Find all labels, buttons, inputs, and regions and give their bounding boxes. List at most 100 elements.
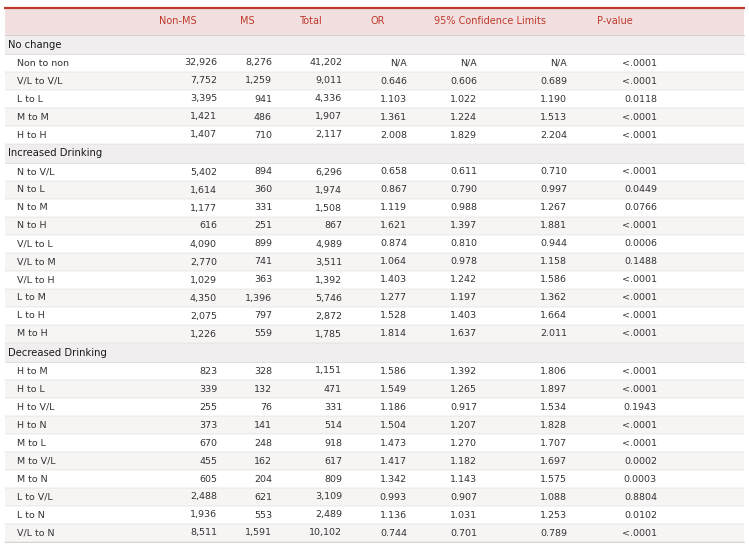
Text: 1.881: 1.881: [540, 222, 567, 230]
Text: 1.403: 1.403: [380, 276, 407, 285]
Text: 1.637: 1.637: [450, 330, 477, 339]
Text: 1.342: 1.342: [380, 474, 407, 483]
Text: 162: 162: [254, 456, 272, 465]
Text: 1,907: 1,907: [315, 113, 342, 122]
Text: Non to non: Non to non: [17, 59, 69, 68]
Text: 1.242: 1.242: [450, 276, 477, 285]
Text: 3,511: 3,511: [315, 257, 342, 267]
Bar: [5, 488, 744, 506]
Text: L to N: L to N: [17, 511, 45, 519]
Text: 1.586: 1.586: [540, 276, 567, 285]
Text: 0.744: 0.744: [380, 528, 407, 537]
Text: 4,336: 4,336: [315, 94, 342, 103]
Text: 1,421: 1,421: [190, 113, 217, 122]
Bar: [5, 235, 744, 253]
Text: 1.473: 1.473: [380, 439, 407, 448]
Bar: [5, 35, 744, 54]
Text: 0.0003: 0.0003: [624, 474, 657, 483]
Text: 899: 899: [254, 239, 272, 248]
Text: 1.186: 1.186: [380, 402, 407, 411]
Text: 1.136: 1.136: [380, 511, 407, 519]
Text: N to L: N to L: [17, 185, 45, 195]
Bar: [5, 181, 744, 199]
Text: 331: 331: [324, 402, 342, 411]
Text: 0.1488: 0.1488: [624, 257, 657, 267]
Text: 2,489: 2,489: [315, 511, 342, 519]
Text: <.0001: <.0001: [622, 167, 657, 176]
Text: 9,011: 9,011: [315, 76, 342, 85]
Bar: [5, 289, 744, 307]
Bar: [5, 271, 744, 289]
Text: 0.907: 0.907: [450, 493, 477, 502]
Text: 797: 797: [254, 311, 272, 320]
Text: 1.362: 1.362: [540, 294, 567, 302]
Bar: [5, 217, 744, 235]
Text: N to H: N to H: [17, 222, 46, 230]
Text: 8,276: 8,276: [245, 59, 272, 68]
Text: <.0001: <.0001: [622, 76, 657, 85]
Text: 486: 486: [254, 113, 272, 122]
Text: <.0001: <.0001: [622, 528, 657, 537]
Text: 76: 76: [260, 402, 272, 411]
Text: M to M: M to M: [17, 113, 49, 122]
Text: 1.403: 1.403: [450, 311, 477, 320]
Text: 1.549: 1.549: [380, 384, 407, 393]
Text: Decreased Drinking: Decreased Drinking: [8, 348, 107, 358]
Bar: [5, 108, 744, 126]
Text: N/A: N/A: [390, 59, 407, 68]
Text: <.0001: <.0001: [622, 311, 657, 320]
Text: H to M: H to M: [17, 367, 48, 376]
Text: 255: 255: [199, 402, 217, 411]
Text: 553: 553: [254, 511, 272, 519]
Text: 1.361: 1.361: [380, 113, 407, 122]
Text: 373: 373: [198, 421, 217, 430]
Text: <.0001: <.0001: [622, 330, 657, 339]
Text: M to V/L: M to V/L: [17, 456, 55, 465]
Text: 455: 455: [199, 456, 217, 465]
Text: 10,102: 10,102: [309, 528, 342, 537]
Text: 1.265: 1.265: [450, 384, 477, 393]
Text: <.0001: <.0001: [622, 439, 657, 448]
Text: 0.0449: 0.0449: [624, 185, 657, 195]
Text: 1.397: 1.397: [450, 222, 477, 230]
Text: 670: 670: [199, 439, 217, 448]
Text: 0.997: 0.997: [540, 185, 567, 195]
Bar: [5, 199, 744, 217]
Text: 1.828: 1.828: [540, 421, 567, 430]
Text: 0.689: 0.689: [540, 76, 567, 85]
Text: 1.103: 1.103: [380, 94, 407, 103]
Text: 1.897: 1.897: [540, 384, 567, 393]
Text: 331: 331: [254, 204, 272, 213]
Text: 1.392: 1.392: [450, 367, 477, 376]
Text: 141: 141: [254, 421, 272, 430]
Text: 251: 251: [254, 222, 272, 230]
Text: Total: Total: [299, 17, 321, 26]
Text: 0.0002: 0.0002: [624, 456, 657, 465]
Text: 617: 617: [324, 456, 342, 465]
Text: <.0001: <.0001: [622, 113, 657, 122]
Text: 616: 616: [199, 222, 217, 230]
Text: 0.0006: 0.0006: [624, 239, 657, 248]
Text: 0.0102: 0.0102: [624, 511, 657, 519]
Text: 1,936: 1,936: [190, 511, 217, 519]
Text: 1.182: 1.182: [450, 456, 477, 465]
Bar: [5, 362, 744, 380]
Text: 0.867: 0.867: [380, 185, 407, 195]
Text: 1,974: 1,974: [315, 185, 342, 195]
Text: N/A: N/A: [551, 59, 567, 68]
Text: 0.789: 0.789: [540, 528, 567, 537]
Text: 4,090: 4,090: [190, 239, 217, 248]
Text: 1.417: 1.417: [380, 456, 407, 465]
Text: 6,296: 6,296: [315, 167, 342, 176]
Text: <.0001: <.0001: [622, 59, 657, 68]
Text: 0.0118: 0.0118: [624, 94, 657, 103]
Text: <.0001: <.0001: [622, 421, 657, 430]
Text: 1.207: 1.207: [450, 421, 477, 430]
Text: L to M: L to M: [17, 294, 46, 302]
Text: 0.658: 0.658: [380, 167, 407, 176]
Text: 2,488: 2,488: [190, 493, 217, 502]
Text: 1.664: 1.664: [540, 311, 567, 320]
Text: L to L: L to L: [17, 94, 43, 103]
Bar: [5, 90, 744, 108]
Text: 1,614: 1,614: [190, 185, 217, 195]
